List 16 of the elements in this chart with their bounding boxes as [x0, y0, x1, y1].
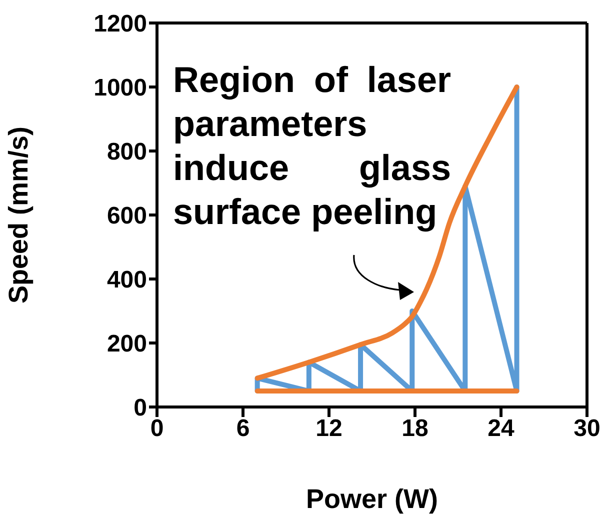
- x-axis-title: Power (W): [306, 484, 438, 514]
- x-tick-label: 30: [574, 415, 600, 442]
- x-tick-label: 0: [150, 415, 164, 442]
- y-tick-label: 200: [106, 330, 147, 358]
- y-tick-label: 1000: [94, 74, 147, 102]
- y-tick-label: 800: [106, 138, 147, 166]
- x-tick-label: 18: [402, 415, 428, 442]
- y-tick-label: 600: [106, 202, 147, 230]
- y-tick-label: 400: [106, 266, 147, 294]
- annotation: Region of laser parameters induce glass surface peeling: [173, 58, 451, 234]
- y-tick-label: 1200: [94, 10, 147, 38]
- x-tick-label: 12: [316, 415, 342, 442]
- y-axis-title: Speed (mm/s): [4, 126, 34, 304]
- y-tick-label: 0: [134, 394, 147, 422]
- x-tick-label: 24: [488, 415, 515, 442]
- x-tick-label: 6: [236, 415, 250, 442]
